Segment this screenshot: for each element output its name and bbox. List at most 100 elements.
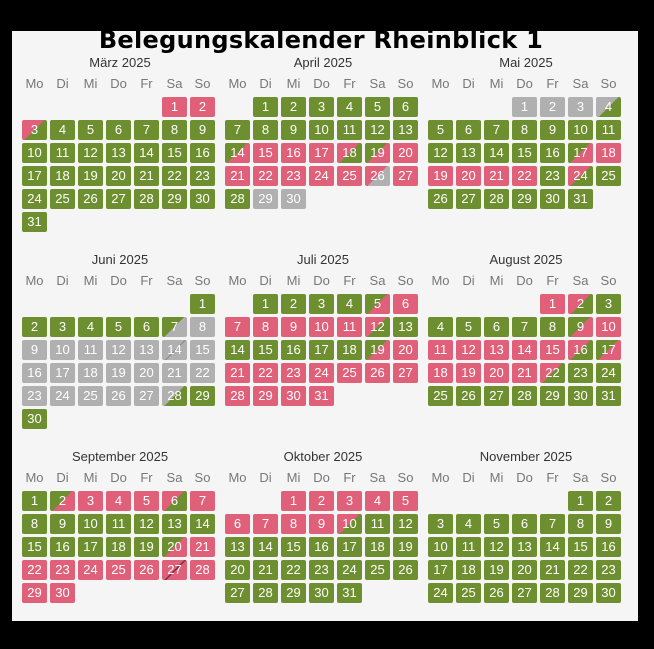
day-cell[interactable]: 21 — [540, 560, 565, 580]
day-cell[interactable]: 25 — [337, 166, 362, 186]
day-cell[interactable]: 25 — [456, 583, 481, 603]
day-cell[interactable]: 8 — [162, 120, 187, 140]
day-cell[interactable]: 28 — [190, 560, 215, 580]
day-cell[interactable]: 15 — [540, 340, 565, 360]
day-cell[interactable]: 22 — [281, 560, 306, 580]
day-cell[interactable]: 26 — [365, 363, 390, 383]
day-cell[interactable]: 8 — [512, 120, 537, 140]
day-cell[interactable]: 24 — [596, 363, 621, 383]
day-cell[interactable]: 7 — [253, 514, 278, 534]
day-cell[interactable]: 3 — [22, 120, 47, 140]
day-cell[interactable]: 11 — [456, 537, 481, 557]
day-cell[interactable]: 28 — [484, 189, 509, 209]
day-cell[interactable]: 14 — [512, 340, 537, 360]
day-cell[interactable]: 17 — [50, 363, 75, 383]
day-cell[interactable]: 26 — [365, 166, 390, 186]
day-cell[interactable]: 12 — [393, 514, 418, 534]
day-cell[interactable]: 25 — [337, 363, 362, 383]
day-cell[interactable]: 5 — [106, 317, 131, 337]
day-cell[interactable]: 17 — [428, 560, 453, 580]
day-cell[interactable]: 30 — [50, 583, 75, 603]
day-cell[interactable]: 29 — [162, 189, 187, 209]
day-cell[interactable]: 8 — [22, 514, 47, 534]
day-cell[interactable]: 10 — [596, 317, 621, 337]
day-cell[interactable]: 19 — [393, 537, 418, 557]
day-cell[interactable]: 28 — [162, 386, 187, 406]
day-cell[interactable]: 28 — [512, 386, 537, 406]
day-cell[interactable]: 22 — [540, 363, 565, 383]
day-cell[interactable]: 21 — [162, 363, 187, 383]
day-cell[interactable]: 6 — [225, 514, 250, 534]
day-cell[interactable]: 31 — [309, 386, 334, 406]
day-cell[interactable]: 5 — [428, 120, 453, 140]
day-cell[interactable]: 4 — [365, 491, 390, 511]
day-cell[interactable]: 31 — [596, 386, 621, 406]
day-cell[interactable]: 2 — [540, 97, 565, 117]
day-cell[interactable]: 5 — [456, 317, 481, 337]
day-cell[interactable]: 14 — [540, 537, 565, 557]
day-cell[interactable]: 3 — [50, 317, 75, 337]
day-cell[interactable]: 11 — [596, 120, 621, 140]
day-cell[interactable]: 19 — [365, 143, 390, 163]
day-cell[interactable]: 10 — [428, 537, 453, 557]
day-cell[interactable]: 19 — [134, 537, 159, 557]
day-cell[interactable]: 15 — [22, 537, 47, 557]
day-cell[interactable]: 27 — [106, 189, 131, 209]
day-cell[interactable]: 9 — [309, 514, 334, 534]
day-cell[interactable]: 9 — [50, 514, 75, 534]
day-cell[interactable]: 23 — [596, 560, 621, 580]
day-cell[interactable]: 2 — [568, 294, 593, 314]
day-cell[interactable]: 8 — [281, 514, 306, 534]
day-cell[interactable]: 12 — [365, 317, 390, 337]
day-cell[interactable]: 17 — [309, 340, 334, 360]
day-cell[interactable]: 14 — [134, 143, 159, 163]
day-cell[interactable]: 10 — [568, 120, 593, 140]
day-cell[interactable]: 4 — [78, 317, 103, 337]
day-cell[interactable]: 26 — [456, 386, 481, 406]
day-cell[interactable]: 23 — [50, 560, 75, 580]
day-cell[interactable]: 1 — [568, 491, 593, 511]
day-cell[interactable]: 17 — [596, 340, 621, 360]
day-cell[interactable]: 18 — [365, 537, 390, 557]
day-cell[interactable]: 3 — [428, 514, 453, 534]
day-cell[interactable]: 30 — [568, 386, 593, 406]
day-cell[interactable]: 6 — [106, 120, 131, 140]
day-cell[interactable]: 6 — [134, 317, 159, 337]
day-cell[interactable]: 29 — [281, 583, 306, 603]
day-cell[interactable]: 25 — [78, 386, 103, 406]
day-cell[interactable]: 23 — [190, 166, 215, 186]
day-cell[interactable]: 10 — [309, 317, 334, 337]
day-cell[interactable]: 18 — [596, 143, 621, 163]
day-cell[interactable]: 6 — [162, 491, 187, 511]
day-cell[interactable]: 17 — [22, 166, 47, 186]
day-cell[interactable]: 16 — [190, 143, 215, 163]
day-cell[interactable]: 27 — [484, 386, 509, 406]
day-cell[interactable]: 6 — [393, 294, 418, 314]
day-cell[interactable]: 20 — [162, 537, 187, 557]
day-cell[interactable]: 7 — [484, 120, 509, 140]
day-cell[interactable]: 1 — [22, 491, 47, 511]
day-cell[interactable]: 21 — [253, 560, 278, 580]
day-cell[interactable]: 29 — [22, 583, 47, 603]
day-cell[interactable]: 29 — [540, 386, 565, 406]
day-cell[interactable]: 4 — [50, 120, 75, 140]
day-cell[interactable]: 21 — [484, 166, 509, 186]
day-cell[interactable]: 21 — [512, 363, 537, 383]
day-cell[interactable]: 16 — [540, 143, 565, 163]
day-cell[interactable]: 16 — [596, 537, 621, 557]
day-cell[interactable]: 24 — [568, 166, 593, 186]
day-cell[interactable]: 5 — [134, 491, 159, 511]
day-cell[interactable]: 21 — [225, 166, 250, 186]
day-cell[interactable]: 20 — [456, 166, 481, 186]
day-cell[interactable]: 24 — [309, 363, 334, 383]
day-cell[interactable]: 18 — [106, 537, 131, 557]
day-cell[interactable]: 11 — [337, 120, 362, 140]
day-cell[interactable]: 22 — [162, 166, 187, 186]
day-cell[interactable]: 30 — [281, 189, 306, 209]
day-cell[interactable]: 31 — [568, 189, 593, 209]
day-cell[interactable]: 27 — [134, 386, 159, 406]
day-cell[interactable]: 15 — [512, 143, 537, 163]
day-cell[interactable]: 27 — [512, 583, 537, 603]
day-cell[interactable]: 12 — [456, 340, 481, 360]
day-cell[interactable]: 19 — [456, 363, 481, 383]
